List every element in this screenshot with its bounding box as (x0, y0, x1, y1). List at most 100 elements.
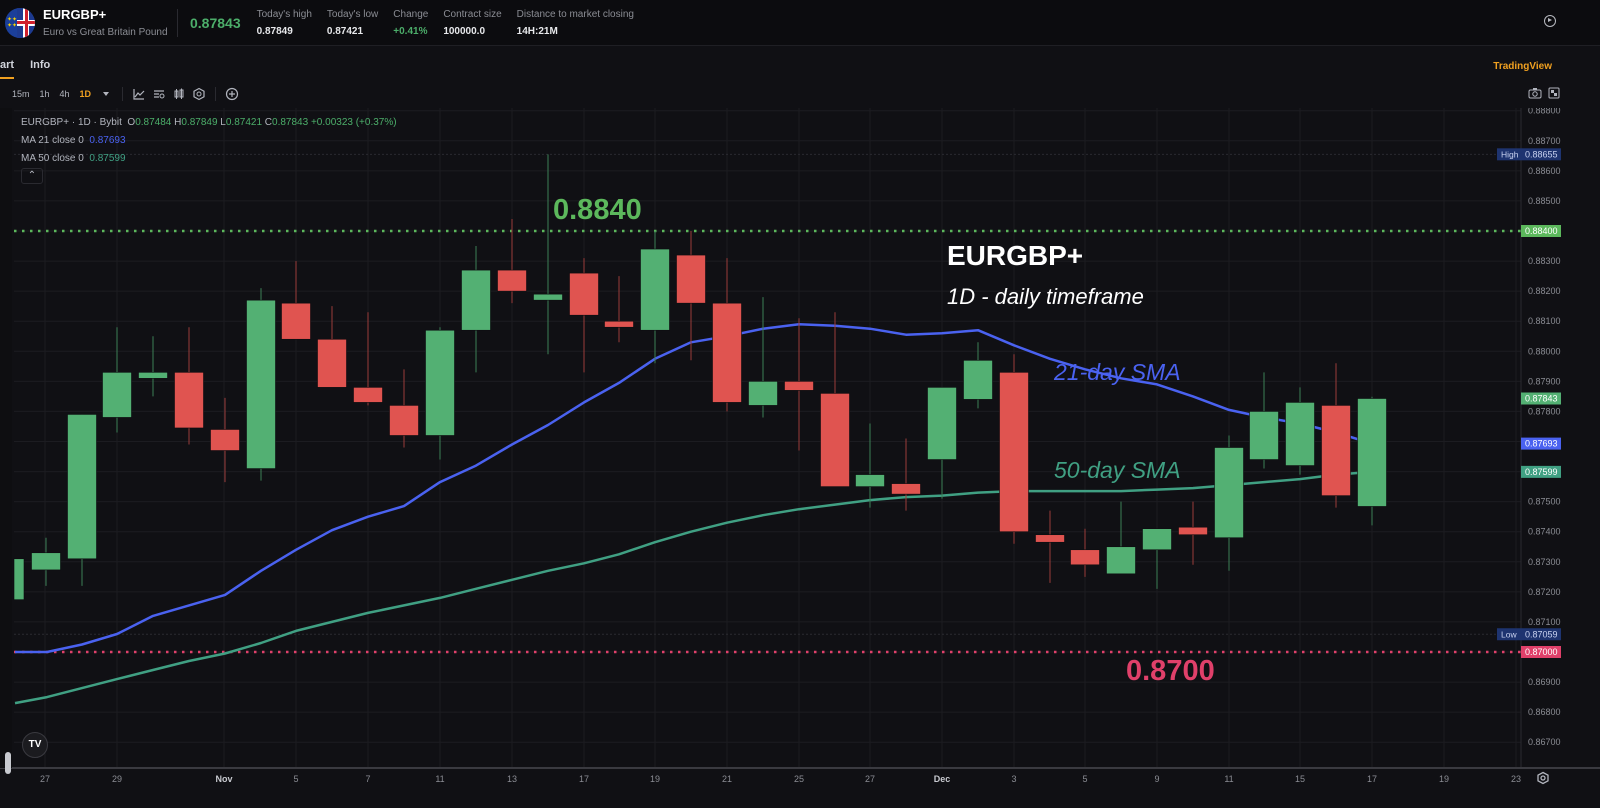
time-axis-label: 5 (1082, 774, 1087, 784)
candle-body (353, 387, 383, 403)
candle-body (138, 372, 168, 379)
indicators-icon[interactable] (152, 87, 166, 101)
timeframe-1d[interactable]: 1D (79, 89, 92, 99)
timeframe-1h[interactable]: 1h (39, 89, 50, 99)
play-icon[interactable] (1544, 15, 1556, 27)
candle-body (569, 272, 599, 316)
price-axis-label: 0.87500 (1528, 497, 1561, 507)
candle-body (604, 320, 634, 328)
camera-icon[interactable] (1528, 87, 1542, 99)
price-tag (1497, 148, 1561, 161)
candle-body (174, 372, 204, 429)
candle-body (497, 269, 527, 292)
time-axis-label: Nov (215, 774, 232, 784)
chart-tabs: art Info (0, 48, 58, 80)
chart-title-annotation: EURGBP+ (947, 240, 1084, 271)
chart-toolbar: 15m 1h 4h 1D (0, 82, 242, 106)
price-tag (1497, 628, 1561, 641)
low-value: 0.87421 (225, 117, 263, 128)
candle-body (425, 329, 455, 436)
ma21-value: 0.87693 (89, 135, 126, 146)
symbol-description: Euro vs Great Britain Pound (43, 27, 168, 38)
stat-label: Today's low (326, 8, 379, 20)
eu-uk-flag-icon: ✦✦ ✦✦ (5, 7, 35, 38)
time-axis-label: 27 (40, 774, 50, 784)
price-axis-label: 0.87300 (1528, 557, 1561, 567)
symbol-name: EURGBP+ (43, 7, 107, 22)
price-axis-label: 0.88600 (1528, 166, 1561, 176)
add-icon[interactable] (225, 87, 239, 101)
price-axis-label: 0.87100 (1528, 617, 1561, 627)
time-axis-label: 29 (112, 774, 122, 784)
time-axis-label: 11 (435, 774, 444, 784)
candle-body (1249, 411, 1279, 460)
divider (215, 87, 217, 101)
time-axis-label: Dec (934, 774, 951, 784)
stat-market-closing: Distance to market closing 14H:21M (517, 9, 634, 37)
sma50-annotation: 50-day SMA (1054, 457, 1181, 483)
time-axis-label: 11 (1224, 774, 1233, 784)
sma21-annotation: 21-day SMA (1054, 359, 1181, 385)
moving-average-line (14, 470, 1373, 705)
candle-body (1357, 398, 1387, 507)
symbol-info[interactable]: EURGBP+ Euro vs Great Britain Pound (43, 7, 171, 38)
price-axis-label: 0.88800 (1528, 108, 1561, 116)
tradingview-brand-link[interactable]: TradingView (1493, 61, 1552, 72)
time-axis-label: 17 (1367, 774, 1377, 784)
chevron-down-icon[interactable] (99, 87, 113, 101)
stat-contract-size: Contract size 100000.0 (443, 9, 501, 37)
candle-body (1285, 402, 1315, 466)
candle-body (533, 293, 563, 301)
time-axis-label: 5 (293, 774, 298, 784)
candle-body (855, 474, 885, 487)
candle-body (281, 302, 311, 340)
stat-value: 100000.0 (443, 25, 486, 37)
candle-body (102, 372, 132, 418)
timeframe-15m[interactable]: 15m (12, 89, 30, 99)
candle-body (1070, 549, 1100, 566)
fullscreen-icon[interactable] (1548, 87, 1560, 99)
candle-body (1178, 526, 1208, 536)
price-tag (1521, 225, 1561, 237)
time-axis-label: 25 (794, 774, 804, 784)
tradingview-logo[interactable]: TV (22, 732, 48, 758)
candle-body (748, 381, 778, 406)
divider (122, 87, 124, 101)
candlestick-chart[interactable]: 0.88800 0.88700 0.88600 0.88500 0.88400 0.883… (0, 108, 1600, 808)
ma50-row[interactable]: MA 50 close 0 0.87599 (21, 150, 397, 168)
collapse-legend-button[interactable]: ⌃ (21, 168, 43, 184)
candle-body (210, 429, 240, 451)
candle-body (1142, 528, 1172, 551)
price-tag-label: 0.87059 (1525, 629, 1558, 639)
candle-body (389, 405, 419, 436)
stat-value: 0.87421 (326, 25, 364, 37)
candle-body (963, 360, 993, 400)
tab-info[interactable]: Info (30, 59, 51, 71)
scroll-handle[interactable] (5, 752, 11, 774)
candle-style-icon[interactable] (172, 87, 186, 101)
price-tag-prefix: High (1501, 149, 1519, 159)
time-axis-label: 7 (365, 774, 370, 784)
price-axis-label: 0.88200 (1528, 286, 1561, 296)
ma21-row[interactable]: MA 21 close 0 0.87693 (21, 132, 397, 150)
settings-icon[interactable] (192, 87, 206, 101)
time-axis-label: 3 (1011, 774, 1016, 784)
line-chart-icon[interactable] (132, 87, 146, 101)
axis-settings-icon[interactable] (1536, 771, 1550, 785)
time-axis-label: 19 (1439, 774, 1449, 784)
stat-label: Today's high (256, 8, 312, 20)
candle-body (1035, 534, 1065, 543)
price-axis-label: 0.86800 (1528, 707, 1561, 717)
time-axis-label: 17 (579, 774, 589, 784)
price-axis-label: 0.86900 (1528, 677, 1561, 687)
candle-body (712, 302, 742, 403)
tab-chart[interactable]: art (0, 48, 22, 80)
timeframe-4h[interactable]: 4h (59, 89, 70, 99)
candle-body (1321, 405, 1351, 496)
price-tag-label: 0.87599 (1525, 467, 1558, 477)
time-axis-label: 27 (865, 774, 875, 784)
stat-todays-low: Today's low 0.87421 (327, 9, 378, 37)
stat-value: 14H:21M (516, 25, 558, 37)
time-axis-label: 9 (1154, 774, 1159, 784)
price-tag-label: 0.88655 (1525, 149, 1558, 159)
